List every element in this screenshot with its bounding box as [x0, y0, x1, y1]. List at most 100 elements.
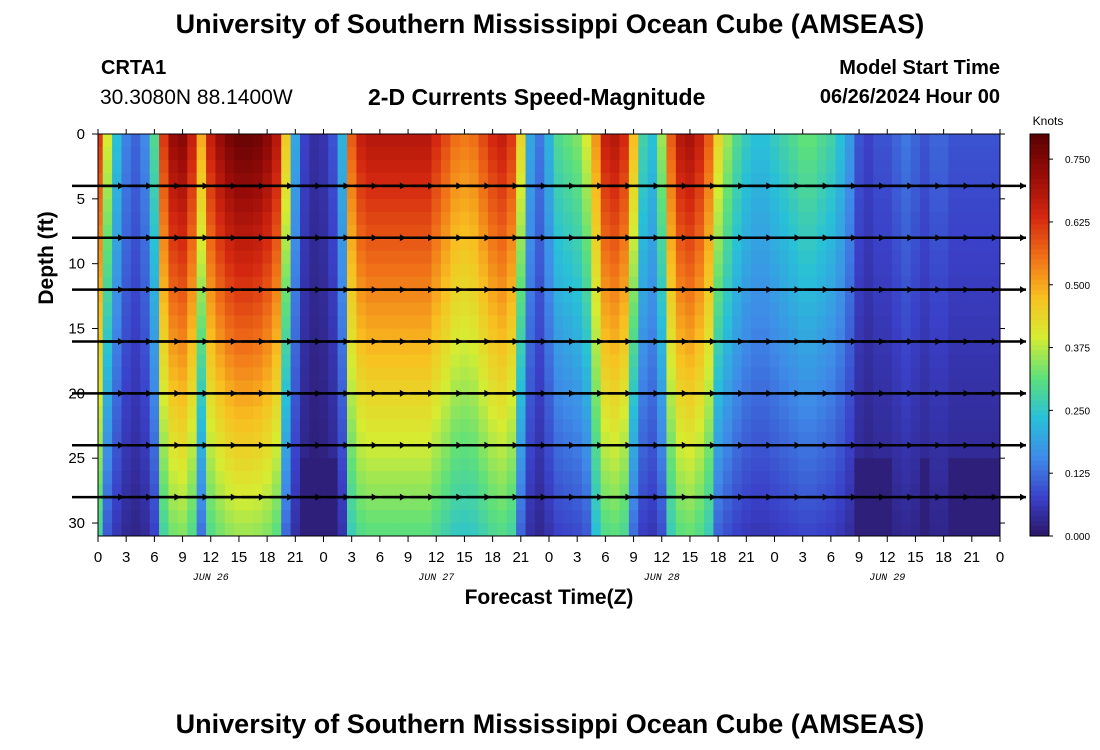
- heat-cell: [506, 354, 517, 368]
- heat-cell: [534, 146, 545, 161]
- heat-cell: [440, 471, 451, 485]
- heat-cell: [938, 367, 949, 381]
- heat-cell: [976, 393, 987, 407]
- heat-cell: [713, 146, 724, 161]
- heat-cell: [356, 380, 367, 394]
- x-tick-label: 12: [202, 549, 219, 566]
- heat-cell: [844, 523, 855, 537]
- heat-cell: [572, 146, 583, 161]
- heat-cell: [375, 211, 385, 226]
- heat-cell: [337, 250, 348, 265]
- heat-cell: [422, 380, 432, 394]
- heat-cell: [816, 471, 827, 485]
- colorbar-cell: [1030, 410, 1049, 416]
- heat-cell: [732, 302, 743, 316]
- heat-cell: [168, 328, 179, 342]
- heat-cell: [882, 276, 893, 291]
- heat-cell: [694, 146, 705, 161]
- x-tick-label: 18: [259, 549, 276, 566]
- heat-cell: [563, 224, 573, 239]
- heat-cell: [920, 198, 930, 213]
- heat-cell: [638, 159, 649, 174]
- heat-cell: [365, 146, 376, 161]
- heat-cell: [581, 263, 592, 278]
- heat-cell: [337, 510, 348, 524]
- heat-cell: [929, 224, 940, 239]
- heat-cell: [450, 393, 461, 407]
- heat-cell: [300, 134, 310, 148]
- heat-cell: [704, 380, 714, 394]
- heat-cell: [309, 471, 320, 485]
- heat-cell: [610, 406, 620, 420]
- heat-cell: [910, 432, 921, 446]
- heat-cell: [891, 134, 902, 148]
- heat-cell: [309, 172, 320, 187]
- heat-cell: [722, 250, 733, 265]
- heat-cell: [638, 341, 649, 355]
- heat-cell: [346, 341, 357, 355]
- heat-cell: [873, 419, 883, 433]
- heat-cell: [938, 497, 949, 511]
- heat-cell: [516, 367, 526, 381]
- heat-cell: [685, 315, 696, 329]
- colorbar-cell: [1030, 239, 1049, 246]
- heat-cell: [854, 406, 865, 420]
- heat-cell: [788, 484, 799, 498]
- heat-cell: [844, 510, 855, 524]
- heat-cell: [722, 134, 733, 148]
- heat-cell: [140, 159, 151, 174]
- heat-cell: [938, 328, 949, 342]
- heat-cell: [732, 328, 743, 342]
- heat-cell: [271, 328, 282, 342]
- heat-cell: [938, 224, 949, 239]
- heat-cell: [206, 134, 216, 148]
- heat-cell: [121, 172, 132, 187]
- heat-cell: [788, 211, 799, 226]
- heat-cell: [816, 367, 827, 381]
- heat-cell: [337, 237, 348, 252]
- heat-cell: [807, 328, 818, 342]
- heat-cell: [929, 484, 940, 498]
- heat-cell: [375, 134, 385, 148]
- heat-cell: [938, 134, 949, 148]
- heat-cell: [478, 211, 489, 226]
- heat-cell: [816, 328, 827, 342]
- heat-cell: [891, 237, 902, 252]
- heat-cell: [938, 289, 949, 303]
- heat-cell: [910, 406, 921, 420]
- colorbar-tick-label: 0.625: [1065, 218, 1090, 229]
- heat-cell: [788, 432, 799, 446]
- heat-cell: [168, 211, 179, 226]
- heat-cell: [215, 172, 226, 187]
- heat-cell: [243, 276, 254, 291]
- heat-cell: [666, 354, 677, 368]
- heat-cell: [281, 471, 292, 485]
- heat-cell: [873, 341, 883, 355]
- heat-cell: [807, 406, 818, 420]
- heat-cell: [929, 276, 940, 291]
- heat-cell: [675, 250, 686, 265]
- heat-cell: [196, 328, 207, 342]
- heat-cell: [346, 315, 357, 329]
- heat-cell: [224, 419, 235, 433]
- heat-cell: [516, 484, 526, 498]
- heat-cell: [713, 419, 724, 433]
- heat-cell: [666, 211, 677, 226]
- heat-cell: [300, 185, 310, 200]
- heat-cell: [130, 510, 141, 524]
- heat-cell: [751, 419, 761, 433]
- heat-cell: [281, 445, 292, 459]
- colorbar-cell: [1030, 289, 1049, 296]
- heat-cell: [290, 289, 301, 303]
- heat-cell: [863, 134, 874, 148]
- heat-cell: [891, 419, 902, 433]
- heat-cell: [365, 354, 376, 368]
- heat-cell: [440, 419, 451, 433]
- heat-cell: [920, 380, 930, 394]
- colorbar-cell: [1030, 184, 1049, 190]
- heat-cell: [98, 484, 104, 498]
- heat-cell: [666, 523, 677, 537]
- heat-cell: [506, 211, 517, 226]
- heat-cell: [591, 328, 602, 342]
- heat-cell: [957, 250, 968, 265]
